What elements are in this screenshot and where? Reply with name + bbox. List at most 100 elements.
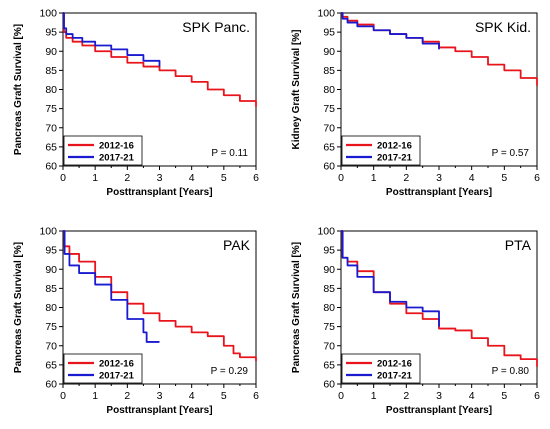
legend-label-2: 2017-21 (377, 371, 413, 382)
x-tick-label: 6 (534, 390, 540, 402)
x-tick-label: 2 (124, 390, 130, 402)
legend-label-1: 2012-16 (99, 359, 134, 370)
series-line-2 (63, 230, 160, 343)
x-axis-title: Posttransplant [Years] (386, 187, 492, 198)
chart-panel-4: 60 65 70 75 80 85 90 95 100 0 1 2 3 4 5 6 Posttransplant… (291, 226, 540, 417)
x-tick-label: 4 (469, 390, 475, 402)
y-tick-label: 80 (45, 302, 57, 314)
x-tick-label: 3 (436, 390, 442, 402)
y-tick-label: 90 (45, 46, 57, 58)
y-tick-label: 95 (323, 245, 335, 257)
x-tick-label: 2 (124, 172, 130, 184)
x-tick-label: 6 (534, 172, 540, 184)
x-axis-title: Posttransplant [Years] (106, 187, 212, 198)
y-tick-label: 70 (45, 122, 57, 134)
legend-box (341, 135, 421, 166)
y-axis-title: Pancreas Graft Survival [%] (13, 24, 24, 155)
y-tick-label: 75 (323, 321, 335, 333)
y-tick-label: 80 (323, 302, 335, 314)
x-tick-label: 2 (403, 172, 409, 184)
chart-panel-1: 60 65 70 75 80 85 90 95 100 0 1 2 3 4 5 6 Posttransplant… (13, 8, 259, 199)
y-tick-label: 100 (317, 226, 335, 238)
p-value-annotation: P = 0.57 (492, 148, 530, 159)
legend-label-1: 2012-16 (377, 359, 412, 370)
x-axis-title: Posttransplant [Years] (106, 405, 212, 416)
series-line-2 (341, 230, 440, 327)
x-tick-label: 1 (92, 390, 98, 402)
y-tick-label: 85 (45, 65, 57, 77)
y-tick-label: 100 (39, 8, 57, 20)
legend-label-2: 2017-21 (99, 371, 135, 382)
y-tick-label: 75 (45, 321, 57, 333)
p-value-annotation: P = 0.11 (211, 148, 248, 159)
y-tick-label: 65 (323, 359, 335, 371)
y-tick-label: 90 (323, 46, 335, 58)
chart-panel-3: 60 65 70 75 80 85 90 95 100 0 1 2 3 4 5 6 Posttransplant… (13, 226, 259, 417)
x-axis-title: Posttransplant [Years] (386, 405, 492, 416)
y-tick-label: 60 (323, 161, 335, 173)
x-tick-label: 1 (371, 390, 377, 402)
x-tick-label: 0 (338, 172, 344, 184)
y-tick-label: 75 (323, 103, 335, 115)
legend-label-2: 2017-21 (99, 153, 135, 164)
y-tick-label: 70 (45, 340, 57, 352)
y-tick-label: 90 (323, 264, 335, 276)
y-axis-title: Kidney Graft Survival [%] (291, 29, 302, 149)
legend-box (63, 353, 143, 384)
x-tick-label: 5 (501, 172, 507, 184)
x-tick-label: 5 (221, 172, 227, 184)
y-tick-label: 80 (323, 84, 335, 96)
y-tick-label: 60 (45, 161, 57, 173)
y-tick-label: 85 (323, 65, 335, 77)
y-axis-title: Pancreas Graft Survival [%] (291, 242, 302, 373)
x-tick-label: 6 (253, 390, 259, 402)
y-tick-label: 65 (323, 141, 335, 153)
x-tick-label: 3 (157, 390, 163, 402)
x-tick-label: 0 (60, 390, 66, 402)
legend-box (63, 135, 143, 166)
y-tick-label: 95 (45, 27, 57, 39)
x-tick-label: 6 (253, 172, 259, 184)
y-tick-label: 80 (45, 84, 57, 96)
y-tick-label: 95 (45, 245, 57, 257)
y-tick-label: 100 (39, 226, 57, 238)
x-tick-label: 0 (338, 390, 344, 402)
x-tick-label: 4 (189, 390, 195, 402)
legend-label-1: 2012-16 (377, 141, 412, 152)
series-line-2 (341, 12, 440, 50)
y-tick-label: 70 (323, 122, 335, 134)
x-tick-label: 1 (92, 172, 98, 184)
chart-panel-2: 60 65 70 75 80 85 90 95 100 0 1 2 3 4 5 6 Posttransplant… (291, 8, 540, 199)
x-tick-label: 4 (469, 172, 475, 184)
x-tick-label: 5 (221, 390, 227, 402)
panel-title: PAK (223, 237, 251, 253)
y-tick-label: 90 (45, 264, 57, 276)
y-tick-label: 65 (45, 359, 57, 371)
x-tick-label: 3 (157, 172, 163, 184)
x-tick-label: 0 (60, 172, 66, 184)
y-tick-label: 100 (317, 8, 335, 20)
p-value-annotation: P = 0.80 (492, 366, 530, 377)
panel-title: SPK Kid. (475, 19, 531, 35)
series-line-1 (63, 230, 257, 362)
p-value-annotation: P = 0.29 (211, 366, 249, 377)
legend-label-2: 2017-21 (377, 153, 413, 164)
y-tick-label: 75 (45, 103, 57, 115)
series-line-1 (341, 230, 538, 367)
x-tick-label: 1 (371, 172, 377, 184)
x-tick-label: 3 (436, 172, 442, 184)
y-tick-label: 60 (45, 379, 57, 391)
series-line-2 (63, 12, 161, 67)
x-tick-label: 4 (189, 172, 195, 184)
y-axis-title: Pancreas Graft Survival [%] (13, 242, 24, 373)
y-tick-label: 85 (45, 283, 57, 295)
y-tick-label: 85 (323, 283, 335, 295)
x-tick-label: 5 (501, 390, 507, 402)
y-tick-label: 95 (323, 27, 335, 39)
y-tick-label: 65 (45, 141, 57, 153)
y-tick-label: 60 (323, 379, 335, 391)
x-tick-label: 2 (403, 390, 409, 402)
panel-title: SPK Panc. (182, 19, 250, 35)
legend-label-1: 2012-16 (99, 141, 134, 152)
